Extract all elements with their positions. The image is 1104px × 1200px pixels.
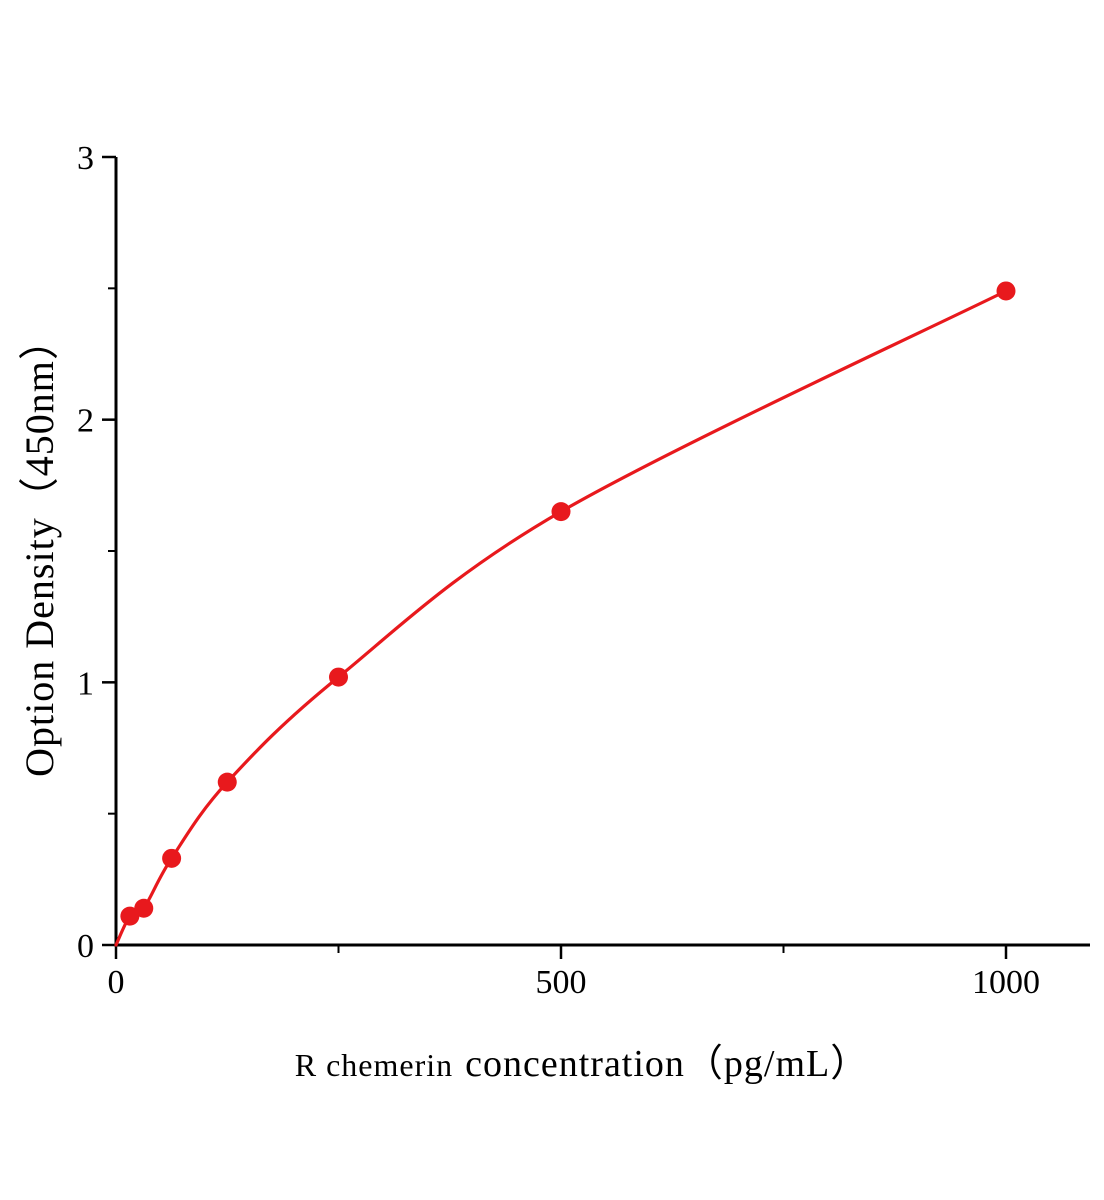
y-tick-label: 3 — [77, 140, 94, 177]
data-point — [551, 502, 571, 522]
standard-curve-line — [114, 289, 1008, 947]
x-axis-title-prefix: R chemerin — [294, 1047, 454, 1083]
y-axis-title: Option Density（450nm） — [17, 319, 62, 777]
data-point — [996, 281, 1016, 301]
x-tick-label: 1000 — [972, 964, 1040, 1001]
x-axis-title-suffix: concentration（pg/mL） — [465, 1043, 870, 1085]
data-point — [217, 772, 237, 792]
x-tick-label: 0 — [108, 964, 125, 1001]
data-point — [329, 667, 348, 687]
x-axis-title: R chemerin concentration（pg/mL） — [295, 1032, 870, 1087]
x-tick-label: 500 — [536, 964, 587, 1001]
y-tick-label: 1 — [77, 665, 94, 702]
data-point — [134, 898, 154, 918]
data-point — [120, 906, 140, 926]
y-tick-label: 0 — [77, 928, 94, 965]
y-tick-label: 2 — [77, 403, 94, 440]
data-point — [162, 848, 182, 868]
